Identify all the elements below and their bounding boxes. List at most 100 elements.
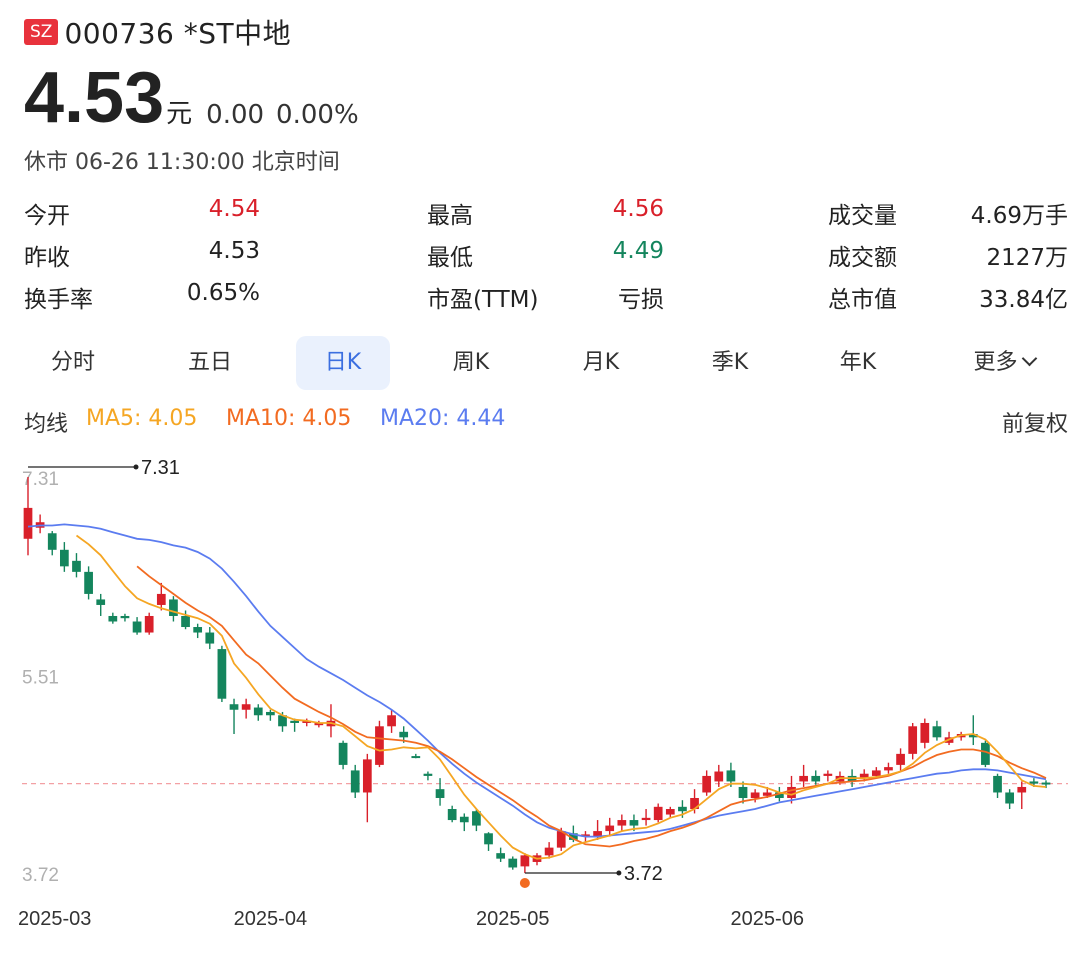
candle-body — [387, 715, 396, 727]
candle-body — [314, 722, 324, 726]
exchange-badge: SZ — [24, 19, 59, 45]
candle-body — [411, 756, 421, 759]
candle-body — [181, 615, 190, 628]
candle-body — [775, 792, 784, 798]
candlestick-chart[interactable]: 7.31 5.51 3.72 7.31 3.72 2025-03 2025-04 20… — [0, 445, 1080, 955]
candle-body — [459, 816, 469, 823]
y-tick-label: 7.31 — [22, 469, 59, 490]
candle-body — [920, 722, 930, 743]
candle-body — [47, 533, 57, 550]
ma20-value: MA20: 4.44 — [380, 406, 506, 431]
x-tick-label: 2025-03 — [18, 908, 91, 930]
stat-value: 4.69万手 — [970, 203, 1068, 229]
stat-label: 换手率 — [24, 287, 93, 313]
candle-body — [811, 775, 821, 782]
candle-body — [266, 711, 275, 716]
low-annotation-label: 3.72 — [624, 863, 663, 885]
candle-body — [120, 615, 130, 619]
stat-value: 4.54 — [208, 196, 260, 222]
low-annotation-dot — [616, 870, 622, 876]
stats-row: 换手率 0.65% 市盈(TTM) 亏损 总市值 33.84亿 — [24, 276, 1068, 318]
stat-label: 今开 — [24, 203, 70, 229]
x-tick-label: 2025-06 — [731, 908, 804, 930]
stats-row: 昨收 4.53 最低 4.49 成交额 2127万 — [24, 234, 1068, 276]
candle-body — [484, 833, 493, 845]
candle-body — [762, 792, 772, 796]
candle-body — [338, 742, 348, 765]
candle-body — [908, 726, 918, 754]
stat-value: 4.49 — [612, 238, 664, 264]
candle-body — [108, 615, 118, 622]
stat-value: 亏损 — [618, 287, 664, 313]
candle-body — [799, 775, 808, 782]
candle-body — [787, 786, 796, 798]
candle-body — [871, 770, 881, 776]
high-annotation-dot — [133, 464, 139, 470]
candle-body — [302, 720, 312, 723]
candle-body — [59, 549, 69, 567]
candle-body — [423, 773, 433, 776]
candle-body — [568, 833, 578, 840]
candle-body — [993, 775, 1002, 793]
price-change-percent: 0.00% — [276, 100, 359, 130]
adjust-mode[interactable]: 前复权 — [1001, 412, 1068, 437]
candle-body — [884, 767, 893, 771]
period-tabs: 分时 五日 日K 周K 月K 季K 年K 更多 — [24, 336, 1068, 390]
tab-daily-k[interactable]: 日K — [296, 336, 390, 390]
stat-label: 总市值 — [828, 287, 897, 313]
candle-body — [23, 507, 33, 539]
candle-body — [932, 726, 942, 738]
y-tick-label: 3.72 — [22, 865, 59, 886]
stat-label: 最高 — [427, 203, 473, 229]
candle-body — [144, 615, 154, 633]
stat-label: 最低 — [427, 245, 473, 271]
candle-body — [641, 817, 651, 821]
tab-intraday[interactable]: 分时 — [50, 350, 95, 375]
candle-body — [375, 726, 384, 765]
tab-quarterly-k[interactable]: 季K — [711, 350, 749, 375]
candle-body — [447, 809, 457, 821]
x-tick-label: 2025-04 — [234, 908, 307, 930]
candles-group — [23, 477, 1051, 873]
tab-more[interactable]: 更多 — [949, 336, 1059, 390]
stat-value: 2127万 — [986, 245, 1068, 271]
candle-body — [629, 820, 639, 826]
price-change: 0.00 — [206, 100, 265, 130]
current-price: 4.53 — [24, 58, 165, 138]
candle-body — [617, 820, 627, 826]
stat-label: 市盈(TTM) — [427, 287, 539, 313]
candle-body — [544, 847, 554, 856]
ma5-line — [75, 534, 1047, 860]
ma-lines-group — [27, 523, 1047, 860]
candle-body — [665, 809, 675, 815]
tab-five-day[interactable]: 五日 — [187, 350, 232, 375]
stat-label: 成交额 — [828, 245, 897, 271]
candle-body — [362, 759, 372, 793]
ma-label: 均线 — [24, 412, 69, 437]
ma10-value: MA10: 4.05 — [226, 406, 352, 431]
candle-body — [435, 789, 445, 798]
candle-body — [859, 773, 869, 779]
candle-body — [653, 806, 663, 821]
candle-body — [169, 599, 178, 616]
tab-yearly-k[interactable]: 年K — [839, 350, 877, 375]
ma-legend: 均线 MA5: 4.05 MA10: 4.05 MA20: 4.44 前复权 — [24, 404, 1068, 438]
stat-value: 0.65% — [186, 280, 260, 306]
candle-body — [132, 621, 142, 633]
high-annotation-label: 7.31 — [141, 457, 180, 479]
candle-body — [96, 599, 106, 605]
candle-body — [823, 773, 833, 776]
chevron-down-icon — [1021, 350, 1037, 367]
tab-monthly-k[interactable]: 月K — [582, 350, 620, 375]
candle-body — [496, 853, 506, 859]
candle-body — [605, 825, 615, 832]
stat-label: 昨收 — [24, 245, 70, 271]
candle-body — [241, 704, 251, 710]
stat-value: 4.53 — [208, 238, 260, 264]
candle-body — [508, 858, 518, 868]
candle-body — [714, 771, 724, 782]
y-tick-label: 5.51 — [22, 668, 59, 689]
ma5-value: MA5: 4.05 — [86, 406, 198, 431]
candle-body — [520, 855, 530, 867]
tab-weekly-k[interactable]: 周K — [452, 350, 490, 375]
